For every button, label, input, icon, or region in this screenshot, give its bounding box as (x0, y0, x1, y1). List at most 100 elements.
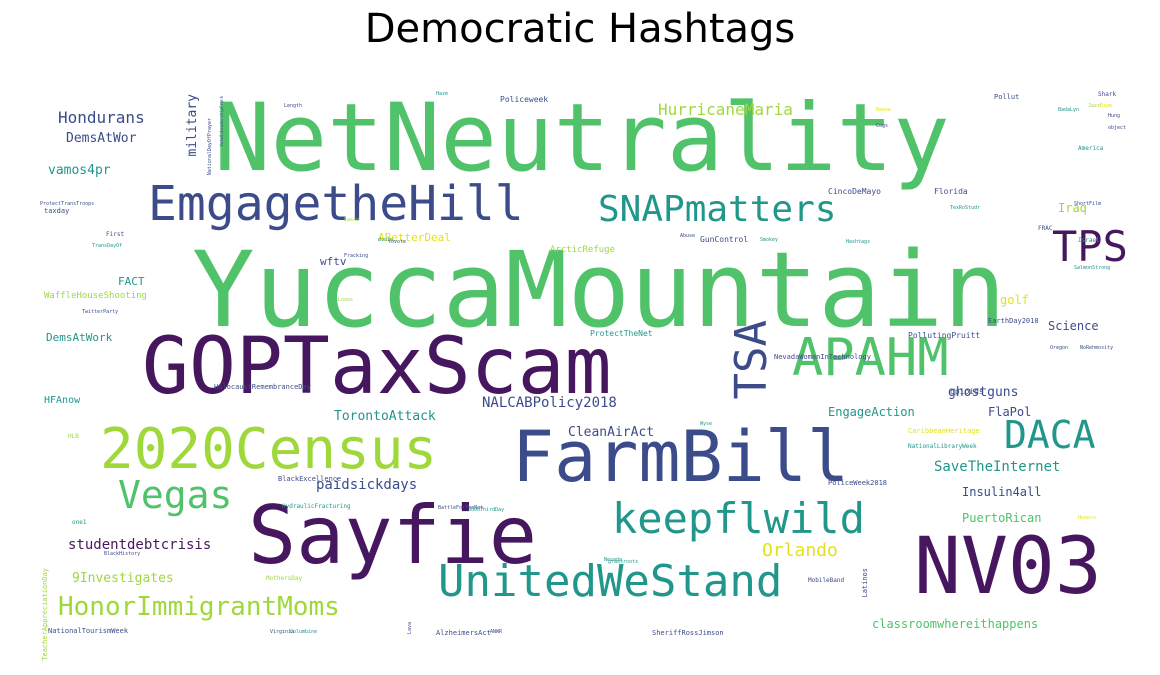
hashtag-word: Sayfie (248, 489, 537, 582)
hashtag-word: CincoDeMayo (828, 187, 881, 196)
hashtag-word: CleanAirAct (568, 425, 655, 440)
hashtag-word: NALCABPolicy2018 (482, 395, 617, 411)
hashtag-word: Florida (934, 187, 968, 196)
hashtag-word: NetNeutrality (214, 84, 950, 193)
hashtag-word: YuccaMountain (192, 229, 1006, 351)
hashtag-word: vamos4pr (48, 163, 111, 178)
hashtag-word: Lava (407, 622, 413, 635)
hashtag-word: NevadaWomanInTechnology (774, 353, 871, 361)
hashtag-word: Oregon (1050, 345, 1069, 351)
hashtag-word: Latinos (861, 568, 869, 598)
hashtag-word: dvote (378, 237, 394, 243)
hashtag-word: HLB (68, 433, 79, 440)
hashtag-word: grassroots (608, 559, 639, 565)
hashtag-word: HonorImmigrantMoms (58, 592, 340, 622)
hashtag-word: AlzheimersAct (436, 629, 491, 637)
hashtag-word: First (106, 231, 125, 238)
hashtag-word: military (185, 94, 200, 157)
hashtag-word: NationalDayOfPrayer (207, 118, 213, 176)
hashtag-word: tovote (388, 239, 407, 245)
hashtag-word: 2020Census (100, 417, 438, 482)
hashtag-word: Reese (876, 107, 892, 113)
hashtag-word: NationalTourismWeek (48, 627, 129, 635)
hashtag-word: ANWR (490, 629, 503, 635)
hashtag-word: PollutingPruitt (908, 331, 981, 340)
chart-title: Democratic Hashtags (364, 6, 796, 52)
hashtag-word: HolocaustRemembranceDay (214, 383, 311, 391)
hashtag-word: TeacherAppreciationDay (41, 568, 49, 661)
hashtag-word: TransDayOf (92, 243, 123, 249)
hashtag-word: APAHM (792, 328, 949, 388)
hashtag-word: keepflwild (612, 494, 865, 543)
hashtag-word: Nevada (604, 557, 623, 563)
hashtag-word: Fracking (344, 253, 369, 259)
hashtag-word: classroomwhereithappens (872, 617, 1039, 631)
hashtag-word: NationalLibraryWeek (908, 443, 977, 450)
hashtag-word: ghostguns (948, 385, 1019, 400)
hashtag-word: EarthDay2018 (988, 317, 1039, 325)
hashtag-word: Hashtags (846, 239, 871, 245)
hashtag-word: NV03 (914, 522, 1102, 612)
hashtag-word: FRAC (1038, 225, 1053, 232)
hashtag-word: object (1108, 125, 1127, 131)
hashtag-word: BlackHistory (104, 551, 141, 557)
hashtag-word: 9Investigates (72, 571, 174, 586)
hashtag-word: Pollut (994, 93, 1020, 101)
hashtag-word: Loons (338, 297, 354, 303)
hashtag-word: opioids (950, 387, 984, 396)
hashtag-word: Smokey (760, 237, 779, 243)
hashtag-word: Jazz (1088, 103, 1101, 109)
hashtag-word: NoRehmosity (1080, 345, 1114, 351)
hashtag-word: Columbine (290, 629, 318, 635)
hashtag-word: golf (1000, 293, 1029, 307)
hashtag-word: Hung (1108, 113, 1121, 119)
hashtag-word: Lasso (344, 217, 360, 223)
hashtag-word: Haze (436, 91, 449, 97)
hashtag-word: SNAPmatters (598, 189, 837, 230)
word-cloud: NetNeutrality YuccaMountain GOPTaxScam Sayf… (38, 84, 1140, 661)
hashtag-word: Policeweek (500, 95, 549, 104)
hashtag-word: GOPTaxScam (142, 322, 612, 412)
hashtag-word: Abuse (680, 233, 696, 239)
hashtag-word: DemsAtWor (66, 131, 137, 146)
hashtag-word: ProtectTheNet (590, 329, 653, 338)
hashtag-word: CaribbeanHeritage (908, 427, 980, 435)
hashtag-word: 3000ThirdDay (468, 507, 505, 513)
hashtag-word: Virginia (270, 629, 295, 635)
hashtag-word: Iraq (1058, 201, 1087, 215)
hashtag-word: FACT (118, 275, 145, 288)
hashtag-word: America (1078, 145, 1104, 152)
hashtag-word: Orlando (762, 540, 838, 561)
hashtag-word: MobileBand (808, 577, 845, 584)
hashtag-word: BattleForTheNet (438, 505, 484, 511)
hashtag-word: one1 (72, 519, 87, 526)
hashtag-word: BlackExcellence (278, 475, 342, 483)
hashtag-word: MothersDay (266, 575, 303, 582)
hashtag-word: TPS (1052, 222, 1128, 271)
hashtag-word: Ripe (1100, 103, 1113, 109)
hashtag-word: ShortFilm (1074, 201, 1102, 207)
hashtag-word: HydraulicFracturing (282, 503, 351, 510)
hashtag-word: ArcticRefuge (550, 245, 616, 255)
hashtag-word: TwitterParty (82, 309, 119, 315)
hashtag-word: SaveTheInternet (934, 459, 1061, 475)
hashtag-word: SheriffRossJimson (652, 629, 724, 637)
hashtag-word: BadaLyn (1058, 107, 1080, 113)
hashtag-word: ABetterDeal (378, 231, 451, 244)
hashtag-word: VoteOnLeadershipFrank (219, 96, 224, 147)
hashtag-word: Cogs (876, 123, 889, 129)
hashtag-word: Science (1048, 319, 1099, 333)
hashtag-word: Honors (1078, 515, 1097, 521)
hashtag-word: GunControl (700, 235, 749, 244)
hashtag-word: TexRoStudr (950, 205, 981, 211)
hashtag-word: TSA (726, 320, 777, 400)
hashtag-word: studentdebtcrisis (68, 537, 212, 553)
hashtag-word: PuertoRican (962, 511, 1042, 525)
hashtag-word: DemsAtWork (46, 331, 113, 344)
hashtag-word: FarmBill (512, 416, 850, 498)
hashtag-word: PoliceWeek2018 (828, 479, 888, 487)
hashtag-word: HurricaneMaria (658, 100, 793, 119)
hashtag-word: Shark (1098, 91, 1117, 98)
hashtag-word: HFAnow (44, 395, 81, 406)
hashtag-word: ProtectTransTroops (40, 201, 95, 207)
